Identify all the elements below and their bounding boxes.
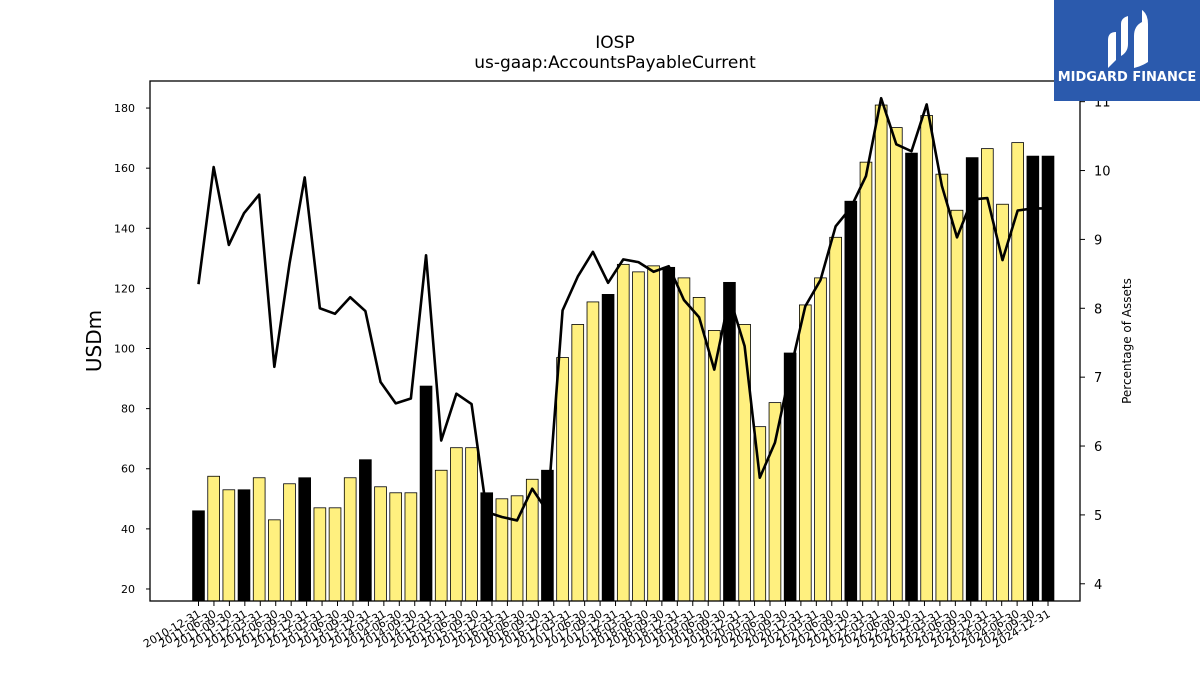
bar [434,469,448,602]
y-tick-label: 140 [114,222,135,235]
y-tick-label: 100 [114,343,135,356]
bar [222,489,236,602]
bar [495,498,509,602]
y2-tick-label: 10 [1094,165,1111,180]
bar [268,519,281,602]
y-tick-label: 120 [114,282,135,295]
plot-frame [149,80,1081,602]
bar [814,277,827,602]
y2-tick-label: 5 [1094,509,1102,524]
y2-tick-label: 7 [1094,371,1102,386]
bar [996,203,1009,602]
bar [192,510,205,602]
x-axis: 2010-12-312011-06-302011-09-302011-12-31… [141,601,1053,651]
bar [768,402,782,602]
bar [799,304,812,602]
y-tick-label: 60 [121,463,135,476]
bar [616,263,630,602]
bar [389,492,403,602]
y2-tick-label: 4 [1094,578,1102,593]
y-tick-label: 160 [114,162,135,175]
bar [829,236,842,602]
bar [450,447,463,602]
bar [738,324,751,602]
bar [707,330,721,602]
logo-text: MIDGARD FINANCE [1058,70,1197,85]
bar [890,127,903,602]
bar [374,486,387,602]
logo: MIDGARD FINANCE [1054,0,1200,101]
bar [1026,155,1040,602]
chart-title: IOSP [595,33,634,53]
bar [950,209,964,602]
bar [465,447,478,602]
bar [844,200,858,602]
bar [404,492,418,602]
bar [905,152,918,602]
line-layer [197,96,1049,522]
bar [1041,155,1055,602]
left-axis: 20 40 60 80 100 120 140 160 180 [114,102,150,596]
y2-tick-label: 6 [1094,440,1102,455]
bar [723,281,736,602]
bar [419,385,433,602]
bar [677,277,691,602]
bar [874,104,888,602]
y2-tick-label: 9 [1094,233,1102,248]
bar [859,161,873,602]
percentage-line [197,96,1049,522]
bar [556,357,569,602]
bar [343,477,357,602]
bar [207,475,220,602]
bar [601,294,615,602]
y-tick-label: 180 [114,102,135,115]
y2-tick-label: 8 [1094,302,1102,317]
bar [237,489,251,602]
bar [647,265,660,602]
bar [632,271,645,602]
bar [541,469,554,602]
bar [328,507,342,602]
bar [692,297,706,602]
bar [359,459,372,602]
y-tick-label: 80 [121,403,135,416]
bar [662,266,676,602]
bar [920,115,933,602]
logo-background [1054,0,1200,101]
y-tick-label: 20 [121,583,135,596]
bar [313,507,327,602]
y2-axis-label: Percentage of Assets [1120,278,1134,404]
bar [571,324,585,602]
bar [965,157,979,602]
bar [252,477,266,602]
bar [586,301,600,602]
bar [283,483,296,602]
chart-subtitle: us-gaap:AccountsPayableCurrent [474,53,756,73]
midgard-logo-icon [1108,10,1148,68]
y-axis-label: USDm [82,310,106,372]
bar [298,477,311,602]
bar [935,173,949,602]
y-tick-label: 40 [121,523,135,536]
